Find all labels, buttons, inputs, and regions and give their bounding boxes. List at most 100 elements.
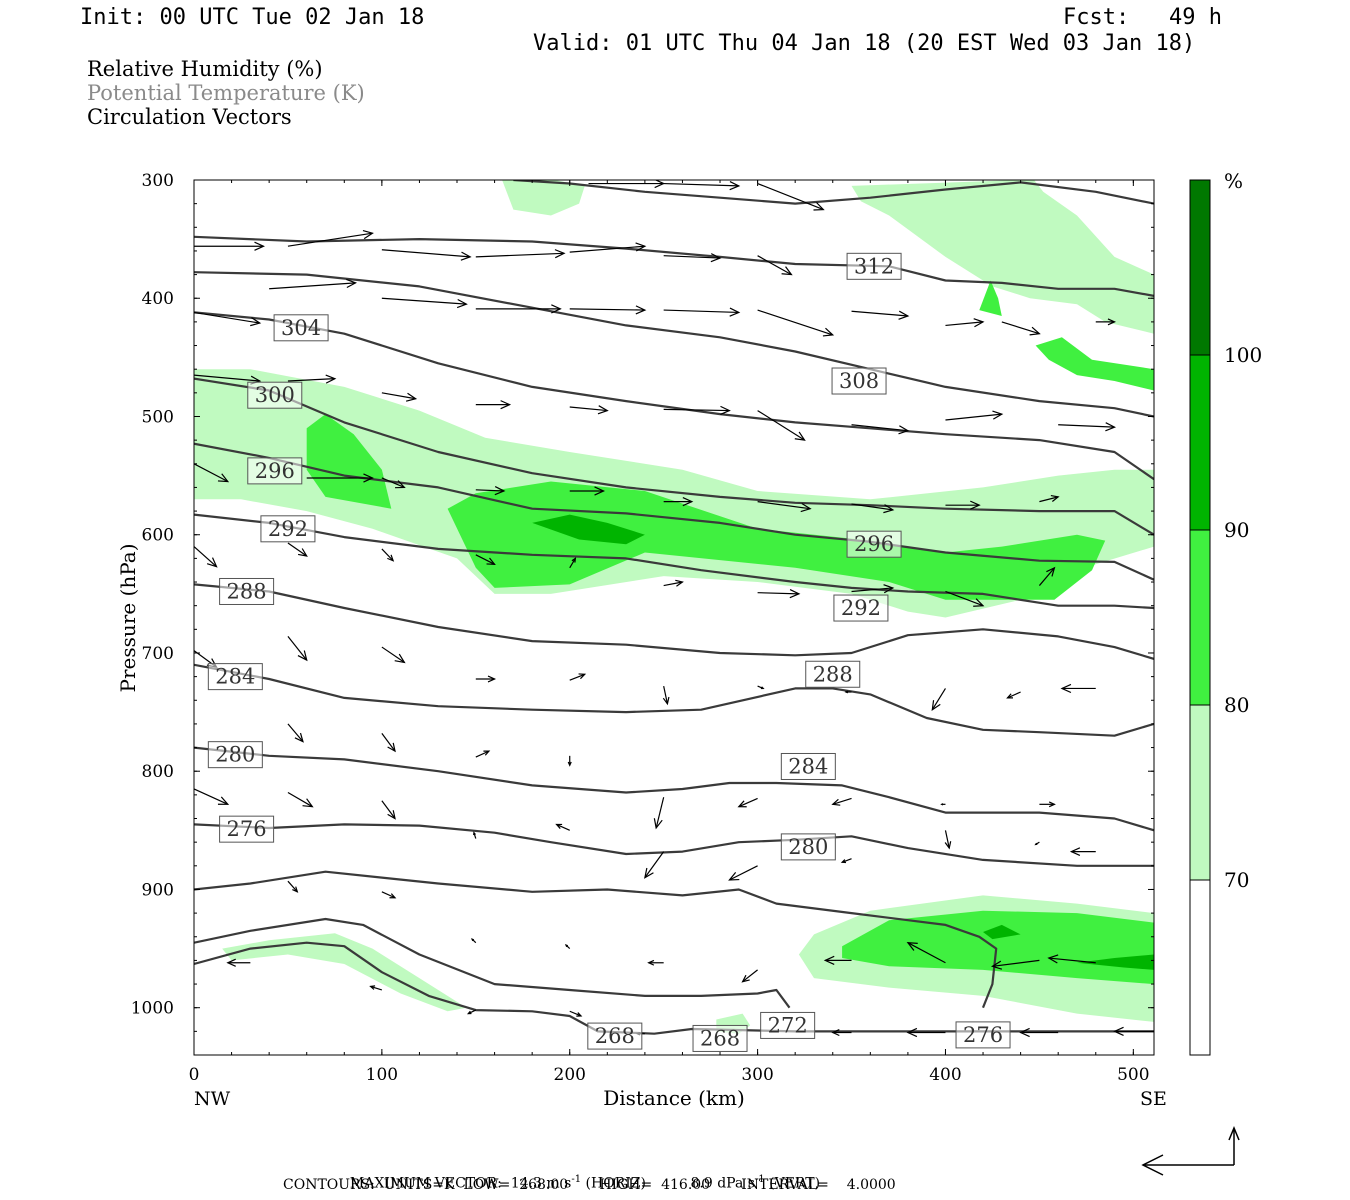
circulation-vector bbox=[381, 733, 396, 753]
circulation-vector bbox=[1034, 841, 1040, 846]
circulation-vector bbox=[1113, 1026, 1154, 1036]
circulation-vector bbox=[906, 1027, 946, 1038]
theta-contour-296 bbox=[194, 442, 1154, 581]
circulation-vector bbox=[851, 584, 895, 594]
theta-label: 292 bbox=[833, 594, 889, 622]
circulation-vector bbox=[1039, 494, 1060, 503]
theta-label-text: 292 bbox=[268, 517, 308, 541]
circulation-vector bbox=[840, 858, 852, 864]
rh-region-70 bbox=[851, 180, 1154, 334]
circulation-vector bbox=[728, 865, 758, 881]
theta-label-text: 292 bbox=[841, 596, 881, 620]
valid-time: Valid: 01 UTC Thu 04 Jan 18 (20 EST Wed … bbox=[533, 31, 1196, 56]
vert-unit: (VERT) bbox=[769, 1175, 821, 1192]
theta-contour-300 bbox=[194, 377, 1154, 536]
theta-label: 280 bbox=[207, 741, 263, 769]
circulation-vector bbox=[647, 959, 664, 966]
footer-contours: CONTOURS: UNITS=K LOW= 268.00 HIGH= 416.… bbox=[283, 1177, 896, 1193]
colorbar-level-label: 70 bbox=[1224, 868, 1249, 892]
circulation-vector bbox=[757, 255, 793, 276]
theta-label-text: 276 bbox=[227, 817, 267, 841]
horiz-exponent: -1 bbox=[571, 1174, 582, 1185]
x-tick-label: 0 bbox=[189, 1065, 200, 1085]
theta-label-text: 288 bbox=[227, 579, 267, 603]
x-tick-label: 300 bbox=[741, 1065, 773, 1085]
circulation-vector bbox=[653, 797, 665, 830]
circulation-vector bbox=[381, 477, 406, 489]
init-time: Init: 00 UTC Tue 02 Jan 18 bbox=[80, 5, 425, 30]
circulation-vector bbox=[1058, 422, 1117, 432]
circulation-vector bbox=[381, 392, 418, 402]
x-axis-title: Distance (km) bbox=[603, 1086, 745, 1110]
circulation-vector bbox=[287, 229, 374, 247]
rh-region-70 bbox=[222, 933, 467, 1012]
rh-region-80 bbox=[306, 414, 392, 509]
circulation-vector bbox=[1095, 318, 1117, 326]
vert-exponent: -1 bbox=[754, 1174, 765, 1185]
y-tick-label: 300 bbox=[142, 171, 174, 191]
x-tick-label: 500 bbox=[1117, 1065, 1149, 1085]
circulation-vector bbox=[663, 497, 694, 507]
y-tick-label: 600 bbox=[142, 526, 174, 546]
circulation-vector bbox=[931, 688, 946, 711]
y-tick-label: 900 bbox=[142, 880, 174, 900]
theta-label-text: 296 bbox=[854, 532, 894, 556]
x-right-end-label: SE bbox=[1140, 1088, 1167, 1110]
circulation-vector bbox=[757, 685, 765, 690]
circulation-vector bbox=[844, 690, 852, 694]
circulation-vector bbox=[194, 311, 262, 327]
circulation-vector bbox=[831, 1029, 852, 1037]
circulation-vector bbox=[569, 305, 647, 315]
circulation-vector bbox=[569, 557, 577, 569]
theta-label: 308 bbox=[831, 367, 887, 395]
rh-region-80 bbox=[447, 481, 1106, 600]
max-vector-label: MAXIMUM VECTOR: bbox=[349, 1175, 502, 1192]
theta-label: 296 bbox=[846, 530, 902, 558]
colorbar-level-label: 100 bbox=[1224, 343, 1262, 367]
theta-label-text: 308 bbox=[839, 369, 879, 393]
circulation-vector bbox=[475, 486, 506, 496]
theta-contour-272 bbox=[194, 917, 791, 1009]
circulation-vector bbox=[475, 400, 512, 410]
circulation-vector bbox=[287, 636, 308, 662]
theta-label-text: 312 bbox=[854, 254, 894, 278]
theta-label: 268 bbox=[692, 1024, 748, 1052]
theta-label-text: 268 bbox=[700, 1026, 740, 1050]
theta-contour-316 bbox=[513, 180, 1154, 205]
theta-label: 312 bbox=[846, 252, 902, 280]
circulation-vector bbox=[1069, 847, 1096, 857]
circulation-vector bbox=[475, 249, 566, 259]
theta-label: 300 bbox=[247, 381, 303, 409]
theta-label: 304 bbox=[273, 314, 329, 342]
y-tick-label: 400 bbox=[142, 289, 174, 309]
theta-contour-280 bbox=[194, 823, 1154, 867]
y-axis-title: Pressure (hPa) bbox=[116, 544, 140, 693]
circulation-vector bbox=[663, 253, 722, 263]
horiz-unit: (HORIZ) bbox=[585, 1175, 646, 1192]
y-tick-label: 1000 bbox=[131, 999, 174, 1019]
theta-label: 272 bbox=[760, 1011, 816, 1039]
y-tick-label: 800 bbox=[142, 762, 174, 782]
colorbar-segment bbox=[1190, 880, 1210, 1055]
rh-fill-layer bbox=[194, 180, 1154, 1034]
rh-region-90 bbox=[983, 924, 1021, 940]
circulation-vector bbox=[194, 546, 218, 568]
colorbar-frame bbox=[1189, 179, 1211, 1056]
circulation-vector bbox=[473, 831, 477, 839]
circulation-vector bbox=[1039, 801, 1056, 808]
colorbar-segment bbox=[1190, 355, 1210, 530]
x-left-end-label: NW bbox=[194, 1088, 231, 1110]
circulation-vector bbox=[381, 297, 468, 309]
theta-label-text: 284 bbox=[215, 665, 255, 689]
rh-region-80 bbox=[1035, 337, 1154, 391]
circulation-vector bbox=[831, 797, 852, 806]
y-tick-label: 500 bbox=[142, 407, 174, 427]
theta-label: 292 bbox=[260, 515, 316, 543]
x-tick-label: 200 bbox=[554, 1065, 586, 1085]
legend-rh: Relative Humidity (%) bbox=[87, 57, 323, 81]
theta-label-text: 276 bbox=[963, 1023, 1003, 1047]
colorbar-level-label: 80 bbox=[1224, 693, 1249, 717]
circulation-vector bbox=[851, 424, 910, 435]
theta-contour-layer bbox=[194, 180, 1154, 1035]
circulation-vector bbox=[851, 310, 910, 320]
